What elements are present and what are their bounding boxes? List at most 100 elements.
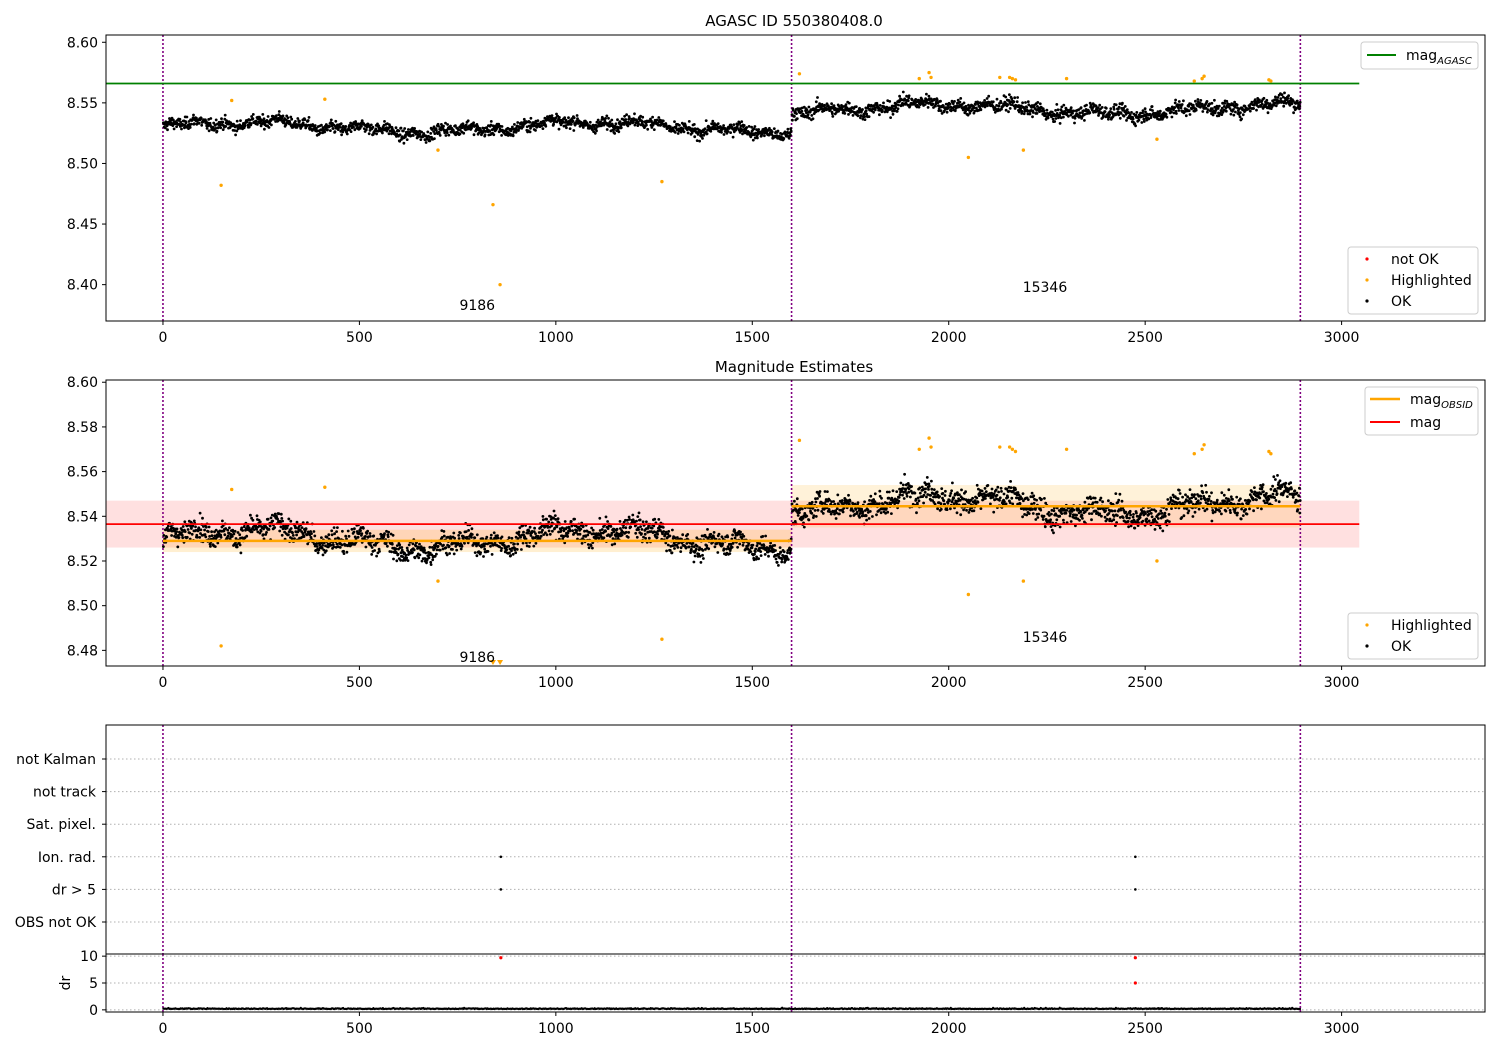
ok-point: [1173, 101, 1177, 105]
ok-point: [458, 132, 462, 136]
ok-point: [814, 100, 818, 104]
ok-point: [187, 120, 191, 123]
ok-point: [880, 496, 883, 500]
ok-point: [801, 516, 805, 520]
ok-point: [407, 128, 410, 131]
ok-point: [867, 115, 871, 118]
ok-point: [1020, 497, 1024, 500]
ok-point: [1044, 117, 1048, 121]
ok-point: [962, 508, 965, 512]
ok-point: [942, 104, 945, 108]
ok-point: [667, 530, 671, 533]
ok-point: [575, 529, 579, 532]
ok-point: [1150, 105, 1154, 108]
ok-point: [1133, 122, 1137, 126]
ok-point: [1006, 103, 1010, 107]
ok-point: [587, 546, 591, 550]
ok-point: [1112, 105, 1116, 109]
ok-point: [927, 484, 931, 488]
ok-point: [439, 542, 442, 546]
ok-point: [903, 472, 906, 476]
ok-point: [367, 132, 371, 136]
ok-point: [523, 535, 527, 539]
ok-point: [917, 105, 921, 109]
ok-point: [459, 547, 463, 551]
ok-point: [1143, 107, 1147, 111]
ok-point: [207, 129, 211, 133]
ok-point: [460, 545, 464, 548]
ok-point: [194, 525, 197, 529]
ok-point: [1128, 113, 1132, 116]
ok-point: [449, 537, 453, 541]
ok-point: [188, 126, 192, 129]
ok-point: [932, 495, 935, 499]
ok-point: [441, 547, 445, 551]
ok-point: [438, 134, 442, 137]
ok-point: [1121, 101, 1124, 105]
ok-point: [953, 100, 956, 103]
ok-point: [671, 544, 675, 548]
ok-point: [1170, 110, 1173, 114]
ok-point: [916, 501, 919, 505]
legend-entry: not OK: [1391, 252, 1439, 268]
ok-point: [782, 137, 786, 141]
ok-point: [256, 123, 259, 126]
ok-point: [224, 125, 228, 128]
ok-point: [317, 548, 321, 552]
ok-point: [234, 537, 238, 540]
ok-point: [1078, 111, 1082, 115]
ok-point: [645, 123, 648, 127]
ok-point: [313, 124, 317, 127]
ok-point: [541, 518, 545, 522]
ok-point: [598, 516, 602, 520]
ok-point: [514, 551, 518, 555]
ok-point: [777, 564, 780, 567]
ok-point: [1054, 117, 1058, 120]
ok-point: [386, 535, 390, 539]
ok-point: [1089, 103, 1093, 107]
ok-point: [637, 511, 641, 515]
ok-point: [858, 512, 862, 515]
ok-point: [510, 549, 513, 553]
ok-point: [566, 535, 569, 538]
ok-point: [432, 130, 435, 133]
ok-point: [847, 502, 851, 506]
ok-point: [952, 496, 956, 500]
ok-point: [347, 534, 351, 538]
ok-point: [1002, 492, 1006, 496]
ok-point: [1114, 103, 1118, 107]
ok-point: [470, 536, 473, 539]
ok-point: [599, 120, 602, 124]
ok-point: [933, 98, 937, 102]
ok-point: [871, 107, 874, 111]
ok-point: [878, 489, 882, 493]
ok-point: [950, 489, 953, 493]
ok-point: [500, 535, 504, 539]
ok-point: [750, 125, 753, 129]
ok-point: [529, 534, 533, 537]
ok-point: [267, 126, 271, 129]
ok-point: [200, 123, 204, 127]
ok-point: [780, 132, 784, 136]
ok-point: [358, 126, 362, 130]
ok-point: [163, 537, 167, 541]
ok-point: [1213, 98, 1216, 102]
ok-point: [795, 117, 799, 120]
ok-point: [841, 510, 845, 514]
ok-point: [986, 104, 989, 108]
ok-point: [175, 125, 179, 129]
ok-point: [907, 96, 911, 100]
ok-point: [534, 541, 538, 545]
ok-point: [933, 502, 937, 506]
ok-point: [1012, 100, 1016, 104]
ok-point: [449, 124, 452, 128]
ok-point: [755, 555, 758, 559]
ok-point: [993, 110, 997, 114]
ok-point: [619, 126, 623, 130]
ok-point: [967, 103, 970, 107]
ok-point: [1038, 102, 1042, 106]
ok-point: [446, 535, 450, 539]
ok-point: [951, 102, 955, 105]
ok-point: [1142, 120, 1146, 123]
ok-point: [840, 499, 844, 502]
